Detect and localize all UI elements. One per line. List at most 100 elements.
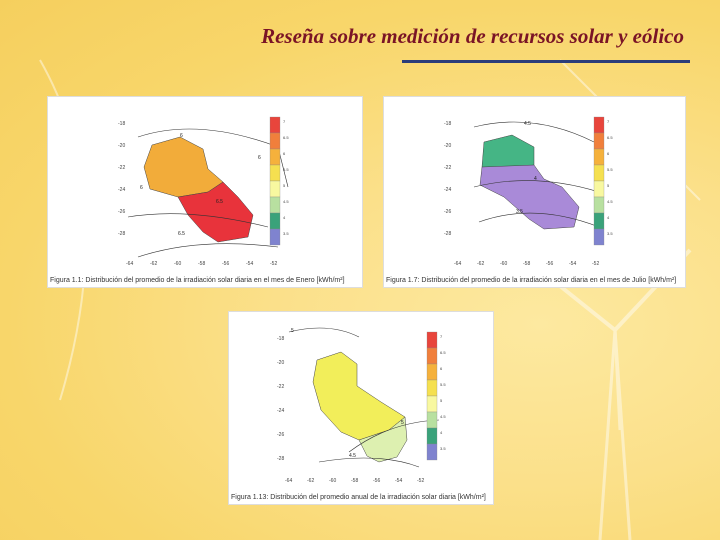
color-scale-label: 4.5 <box>607 199 613 204</box>
latitude-tick-label: -18 <box>277 336 284 342</box>
latitude-tick-label: -18 <box>444 121 451 127</box>
color-scale-label: 7 <box>607 119 610 124</box>
longitude-tick-label: -64 <box>454 261 461 267</box>
latitude-tick-label: -24 <box>118 187 125 193</box>
color-scale-swatch <box>269 132 281 150</box>
map-figure-annual: -18 -20 -22 -24 -26 -28 -64 -62 -60 -58 -56 -54 -52… <box>228 311 494 505</box>
isoline-labels: 6 6 6 6.5 6.5 <box>140 133 261 237</box>
latitude-ticks: -18 -20 -22 -24 -26 -28 <box>444 121 451 237</box>
latitude-ticks: -18 -20 -22 -24 -26 -28 <box>277 336 284 462</box>
color-scale-label: 5 <box>440 398 443 403</box>
latitude-tick-label: -22 <box>277 384 284 390</box>
color-scale-swatch <box>426 331 438 349</box>
isoline-label: 3.5 <box>516 209 523 215</box>
color-scale-swatch <box>269 148 281 166</box>
longitude-tick-label: -64 <box>126 261 133 267</box>
map-annual-svg: -18 -20 -22 -24 -26 -28 -64 -62 -60 -58 -56 -54 -52… <box>277 327 446 484</box>
color-scale-label: 5.5 <box>283 167 289 172</box>
latitude-ticks: -18 -20 -22 -24 -26 -28 <box>118 121 125 237</box>
latitude-tick-label: -20 <box>277 360 284 366</box>
longitude-tick-label: -54 <box>569 261 576 267</box>
color-scale-swatch <box>593 148 605 166</box>
isoline-label: 6 <box>180 133 183 139</box>
color-scale-swatch <box>426 395 438 413</box>
longitude-tick-label: -58 <box>351 478 358 484</box>
longitude-ticks: -64 -62 -60 -58 -56 -54 -52 <box>126 261 277 267</box>
isoline <box>288 327 360 338</box>
color-scale-swatch <box>269 116 281 134</box>
color-scale: 7 6.5 6 5.5 5 4.5 4 3.5 <box>426 331 446 461</box>
longitude-tick-label: -52 <box>592 261 599 267</box>
region-north <box>312 351 406 441</box>
color-scale-swatch <box>593 164 605 182</box>
color-scale-swatch <box>593 132 605 150</box>
region-south <box>358 416 408 463</box>
color-scale: 7 6.5 6 5.5 5 4.5 4 3.5 <box>269 116 289 246</box>
color-scale-label: 4.5 <box>440 414 446 419</box>
color-scale-swatch <box>269 212 281 230</box>
figure-caption: Figura 1.1: Distribución del promedio de… <box>50 277 345 284</box>
latitude-tick-label: -28 <box>444 231 451 237</box>
isoline <box>473 121 595 143</box>
color-scale-label: 5.5 <box>440 382 446 387</box>
longitude-tick-label: -56 <box>373 478 380 484</box>
latitude-tick-label: -18 <box>118 121 125 127</box>
map-figure-january: -18 -20 -22 -24 -26 -28 -64 -62 -60 -58 -56 -54 -52… <box>47 96 363 288</box>
figure-caption: Figura 1.7: Distribución del promedio de… <box>386 277 677 284</box>
isoline <box>137 128 289 188</box>
longitude-ticks: -64 -62 -60 -58 -56 -54 -52 <box>454 261 599 267</box>
longitude-tick-label: -58 <box>198 261 205 267</box>
latitude-tick-label: -28 <box>277 456 284 462</box>
color-scale-label: 6.5 <box>283 135 289 140</box>
color-scale-swatch <box>269 228 281 246</box>
latitude-tick-label: -24 <box>277 408 284 414</box>
color-scale-label: 5 <box>607 183 610 188</box>
color-scale-swatch <box>269 196 281 214</box>
longitude-tick-label: -54 <box>246 261 253 267</box>
isoline-labels: 554.5 <box>291 328 404 459</box>
color-scale-swatch <box>269 180 281 198</box>
longitude-tick-label: -60 <box>500 261 507 267</box>
color-scale-label: 4 <box>283 215 286 220</box>
map-figure-july: -18 -20 -22 -24 -26 -28 -64 -62 -60 -58 -56 -54 -52… <box>383 96 686 288</box>
longitude-tick-label: -54 <box>395 478 402 484</box>
map-july-svg: -18 -20 -22 -24 -26 -28 -64 -62 -60 -58 -56 -54 -52… <box>444 116 613 267</box>
color-scale-label: 6 <box>440 366 443 371</box>
color-scale-label: 4 <box>440 430 443 435</box>
longitude-tick-label: -62 <box>307 478 314 484</box>
longitude-tick-label: -56 <box>222 261 229 267</box>
color-scale-label: 7 <box>283 119 286 124</box>
color-scale-label: 3.5 <box>283 231 289 236</box>
isoline <box>127 213 269 228</box>
latitude-tick-label: -26 <box>277 432 284 438</box>
isoline-label: 5 <box>401 420 404 426</box>
longitude-tick-label: -62 <box>477 261 484 267</box>
isoline <box>473 180 600 193</box>
color-scale-swatch <box>269 164 281 182</box>
color-scale-label: 6.5 <box>440 350 446 355</box>
color-scale-swatch <box>426 427 438 445</box>
figure-caption: Figura 1.13: Distribución del promedio a… <box>231 494 486 501</box>
isoline-label: 4 <box>534 176 537 182</box>
color-scale-label: 4 <box>607 215 610 220</box>
color-scale-swatch <box>426 379 438 397</box>
map-january-svg: -18 -20 -22 -24 -26 -28 -64 -62 -60 -58 -56 -54 -52… <box>118 116 289 267</box>
color-scale-swatch <box>426 411 438 429</box>
color-scale-swatch <box>593 196 605 214</box>
color-scale-swatch <box>593 228 605 246</box>
color-scale-label: 3.5 <box>440 446 446 451</box>
color-scale-swatch <box>426 347 438 365</box>
latitude-tick-label: -26 <box>444 209 451 215</box>
isoline-label: 6 <box>258 155 261 161</box>
longitude-tick-label: -60 <box>329 478 336 484</box>
latitude-tick-label: -20 <box>118 143 125 149</box>
isoline <box>137 243 279 258</box>
isoline-label: 6.5 <box>216 199 223 205</box>
color-scale-swatch <box>593 212 605 230</box>
isoline-labels: 4.5 4 3.5 <box>516 121 537 215</box>
color-scale-swatch <box>426 443 438 461</box>
isoline-label: 5 <box>291 328 294 334</box>
isoline-label: 4.5 <box>349 453 356 459</box>
latitude-tick-label: -24 <box>444 187 451 193</box>
title-underline <box>402 60 690 63</box>
